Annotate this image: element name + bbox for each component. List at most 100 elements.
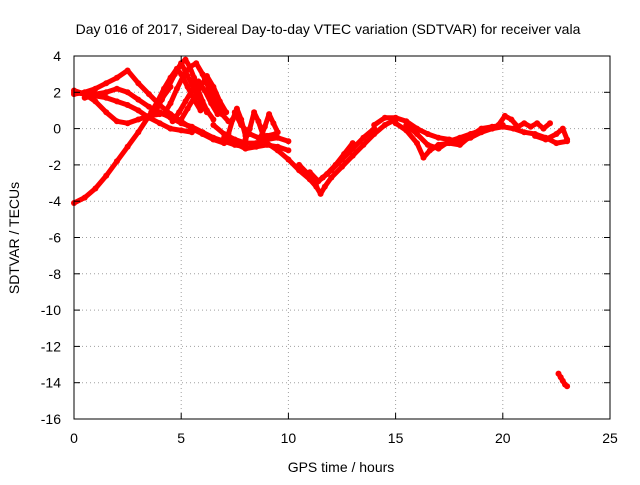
- x-tick-label: 0: [70, 430, 78, 446]
- data-point: [195, 78, 202, 85]
- data-point: [92, 185, 99, 192]
- x-axis-label: GPS time / hours: [288, 459, 395, 475]
- data-point: [456, 134, 463, 141]
- data-point: [381, 122, 388, 128]
- data-point: [191, 74, 198, 81]
- y-tick-label: 2: [53, 84, 61, 100]
- data-point: [167, 74, 174, 81]
- data-point: [135, 116, 142, 123]
- data-point: [188, 129, 195, 136]
- data-point: [199, 129, 206, 136]
- data-point: [508, 116, 515, 123]
- series-line: [225, 106, 248, 139]
- data-point: [113, 118, 120, 125]
- data-point: [135, 107, 142, 114]
- data-point: [154, 98, 161, 105]
- data-point: [81, 94, 88, 101]
- data-point: [527, 123, 534, 130]
- y-tick-label: -10: [41, 302, 61, 318]
- data-point: [208, 100, 215, 107]
- data-point: [257, 134, 264, 141]
- y-tick-label: 4: [53, 48, 61, 64]
- data-point: [553, 131, 560, 137]
- data-point: [478, 127, 485, 134]
- data-point: [201, 87, 208, 94]
- data-point: [124, 120, 131, 127]
- data-point: [501, 112, 508, 119]
- data-point: [456, 141, 463, 148]
- data-point: [534, 120, 541, 127]
- series-late-4: [495, 112, 553, 132]
- data-point: [285, 156, 292, 163]
- data-point: [113, 85, 120, 92]
- data-series: [71, 56, 571, 390]
- y-tick-label: -16: [41, 411, 61, 427]
- data-point: [188, 87, 195, 94]
- data-point: [103, 109, 110, 116]
- data-point: [146, 91, 152, 98]
- data-point: [274, 129, 281, 136]
- series-arc-b: [71, 85, 249, 150]
- series-valley: [264, 116, 399, 197]
- data-point: [81, 194, 88, 201]
- data-point: [420, 154, 427, 161]
- data-point: [414, 131, 420, 137]
- data-point: [403, 122, 410, 128]
- data-point: [274, 147, 281, 154]
- data-point: [414, 140, 420, 147]
- data-point: [135, 80, 142, 87]
- data-point: [332, 161, 339, 168]
- data-point: [255, 118, 262, 125]
- series-late-1: [371, 114, 571, 147]
- data-point: [495, 122, 502, 128]
- data-point: [169, 118, 176, 125]
- data-point: [317, 190, 324, 197]
- data-point: [173, 85, 180, 92]
- data-point: [124, 143, 131, 150]
- y-tick-label: -8: [49, 266, 62, 282]
- data-point: [103, 80, 110, 87]
- data-point: [221, 134, 228, 141]
- data-point: [547, 120, 553, 127]
- data-point: [188, 123, 195, 130]
- data-point: [532, 132, 538, 139]
- data-point: [242, 145, 249, 152]
- y-tick-label: -12: [41, 338, 61, 354]
- data-point: [514, 123, 521, 130]
- data-point: [146, 114, 152, 121]
- data-point: [103, 172, 110, 179]
- data-point: [521, 120, 528, 127]
- data-point: [161, 111, 167, 118]
- data-point: [360, 141, 367, 148]
- data-point: [182, 98, 189, 105]
- y-tick-label: -6: [49, 230, 62, 246]
- data-point: [296, 161, 303, 168]
- y-tick-label: -2: [49, 157, 62, 173]
- data-point: [238, 116, 245, 123]
- data-point: [339, 163, 345, 170]
- data-point: [392, 120, 399, 127]
- data-point: [321, 183, 328, 190]
- data-point: [223, 109, 230, 116]
- data-point: [210, 134, 217, 141]
- data-point: [553, 140, 560, 147]
- series-fan-3: [169, 78, 221, 125]
- data-point: [426, 147, 433, 154]
- data-point: [124, 89, 131, 96]
- data-point: [113, 74, 120, 81]
- series-valley-3: [306, 140, 356, 185]
- data-point: [225, 131, 232, 137]
- data-point: [186, 63, 193, 70]
- data-point: [113, 98, 120, 105]
- data-point: [315, 178, 322, 185]
- data-point: [197, 98, 204, 105]
- data-point: [266, 111, 273, 118]
- data-point: [540, 125, 547, 132]
- data-point: [233, 105, 240, 112]
- data-point: [435, 134, 442, 141]
- data-point: [231, 140, 238, 147]
- data-point: [203, 109, 210, 116]
- data-point: [446, 138, 453, 145]
